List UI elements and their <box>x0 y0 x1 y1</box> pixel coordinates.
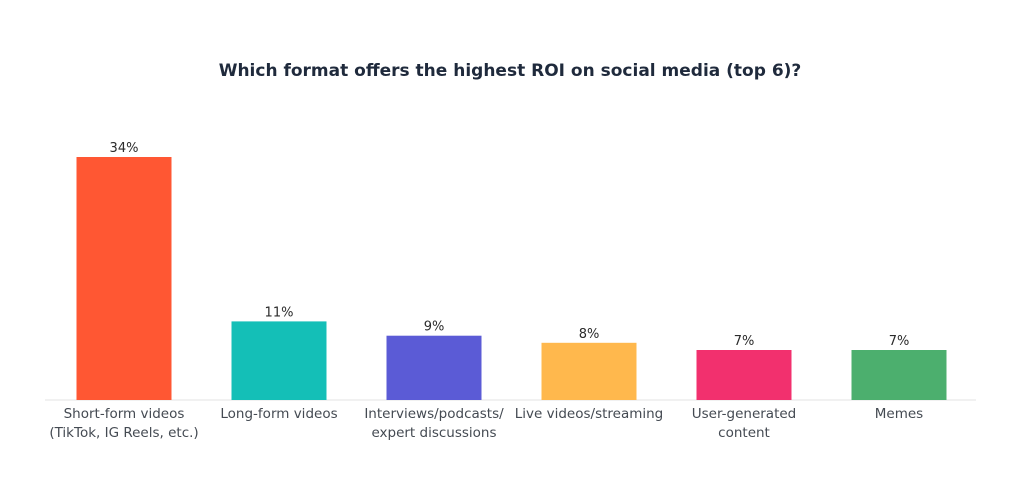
category-label-2-line-1: expert discussions <box>371 425 496 441</box>
category-label-3: Live videos/streaming <box>515 406 664 422</box>
category-label-4-line-0: User-generated <box>692 406 797 422</box>
bar-4 <box>696 350 792 400</box>
bar-5 <box>851 350 947 400</box>
value-label-3: 8% <box>579 327 600 342</box>
bar-2 <box>386 335 482 400</box>
category-label-2-line-0: Interviews/podcasts/ <box>364 406 504 422</box>
category-label-5: Memes <box>875 406 923 422</box>
bars-layer: 34% Short-form videos (TikTok, IG Reels, e… <box>49 141 947 441</box>
category-label-4-line-1: content <box>718 425 770 441</box>
category-label-0-line-0: Short-form videos <box>64 406 185 422</box>
bar-3 <box>541 342 637 400</box>
bar-0 <box>76 157 172 400</box>
value-label-4: 7% <box>734 334 755 349</box>
value-label-2: 9% <box>424 320 445 335</box>
bar-1 <box>231 321 327 400</box>
chart-title: Which format offers the highest ROI on s… <box>219 61 802 81</box>
value-label-5: 7% <box>889 334 910 349</box>
category-label-1: Long-form videos <box>220 406 337 422</box>
value-label-1: 11% <box>265 305 294 320</box>
category-label-0-line-1: (TikTok, IG Reels, etc.) <box>49 425 198 441</box>
value-label-0: 34% <box>110 141 139 156</box>
